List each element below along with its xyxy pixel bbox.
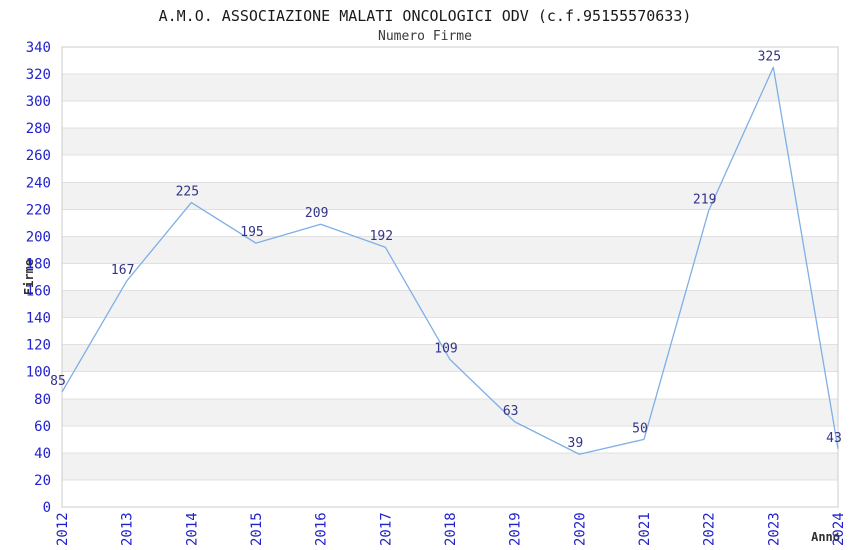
y-tick-label: 20 xyxy=(34,473,51,489)
point-label: 167 xyxy=(111,263,134,278)
plot-border xyxy=(61,46,839,508)
y-tick-label: 40 xyxy=(34,446,51,462)
x-tick-label: 2018 xyxy=(443,512,459,546)
point-label: 195 xyxy=(240,225,263,240)
x-tick-label: 2015 xyxy=(249,512,265,546)
y-tick-label: 260 xyxy=(26,148,51,164)
x-tick-label: 2012 xyxy=(55,512,71,546)
plot-band xyxy=(62,209,838,237)
x-tick-label: 2020 xyxy=(572,512,588,546)
y-tick-label: 220 xyxy=(26,202,51,218)
y-tick-label: 0 xyxy=(43,500,51,516)
x-axis-title: Anno xyxy=(811,530,840,544)
y-tick-label: 100 xyxy=(26,365,51,381)
point-label: 39 xyxy=(568,436,584,451)
plot-band xyxy=(62,47,838,75)
point-label: 325 xyxy=(758,49,781,64)
point-label: 219 xyxy=(693,193,716,208)
plot-band xyxy=(62,155,838,183)
plot-band xyxy=(62,263,838,291)
y-tick-label: 120 xyxy=(26,338,51,354)
x-tick-label: 2022 xyxy=(702,512,718,546)
x-tick-label: 2019 xyxy=(508,512,524,546)
point-label: 50 xyxy=(632,421,648,436)
plot-band xyxy=(62,344,838,372)
plot-band xyxy=(62,371,838,399)
x-tick-label: 2017 xyxy=(378,512,394,546)
y-tick-label: 60 xyxy=(34,419,51,435)
plot-band xyxy=(62,317,838,345)
x-tick-label: 2014 xyxy=(184,512,200,546)
plot-band xyxy=(62,236,838,264)
x-tick-label: 2016 xyxy=(314,512,330,546)
point-label: 85 xyxy=(50,374,66,389)
y-tick-label: 300 xyxy=(26,94,51,110)
y-tick-label: 320 xyxy=(26,67,51,83)
x-tick-label: 2023 xyxy=(766,512,782,546)
plot-band xyxy=(62,425,838,453)
point-label: 225 xyxy=(176,185,199,200)
y-tick-label: 340 xyxy=(26,40,51,56)
point-label: 209 xyxy=(305,206,328,221)
x-tick-label: 2024 xyxy=(831,512,847,546)
point-label: 109 xyxy=(434,342,457,357)
x-tick-label: 2021 xyxy=(637,512,653,546)
x-tick-label: 2013 xyxy=(120,512,136,546)
y-tick-label: 180 xyxy=(26,256,51,272)
plot-band xyxy=(62,479,838,507)
plot-band xyxy=(62,128,838,156)
y-tick-label: 140 xyxy=(26,311,51,327)
plot-band xyxy=(62,452,838,480)
y-tick-label: 160 xyxy=(26,284,51,300)
y-tick-label: 200 xyxy=(26,229,51,245)
plot-band xyxy=(62,74,838,102)
chart-title: A.M.O. ASSOCIAZIONE MALATI ONCOLOGICI OD… xyxy=(158,7,692,25)
plot-band xyxy=(62,182,838,210)
chart-subtitle: Numero Firme xyxy=(378,29,472,44)
point-label: 63 xyxy=(503,404,519,419)
plot-band xyxy=(62,290,838,318)
plot-band xyxy=(62,398,838,426)
point-label: 192 xyxy=(370,229,393,244)
y-tick-label: 240 xyxy=(26,175,51,191)
point-label: 43 xyxy=(826,431,842,446)
plot-band xyxy=(62,101,838,129)
series-line xyxy=(61,66,839,455)
y-tick-label: 80 xyxy=(34,392,51,408)
y-tick-label: 280 xyxy=(26,121,51,137)
